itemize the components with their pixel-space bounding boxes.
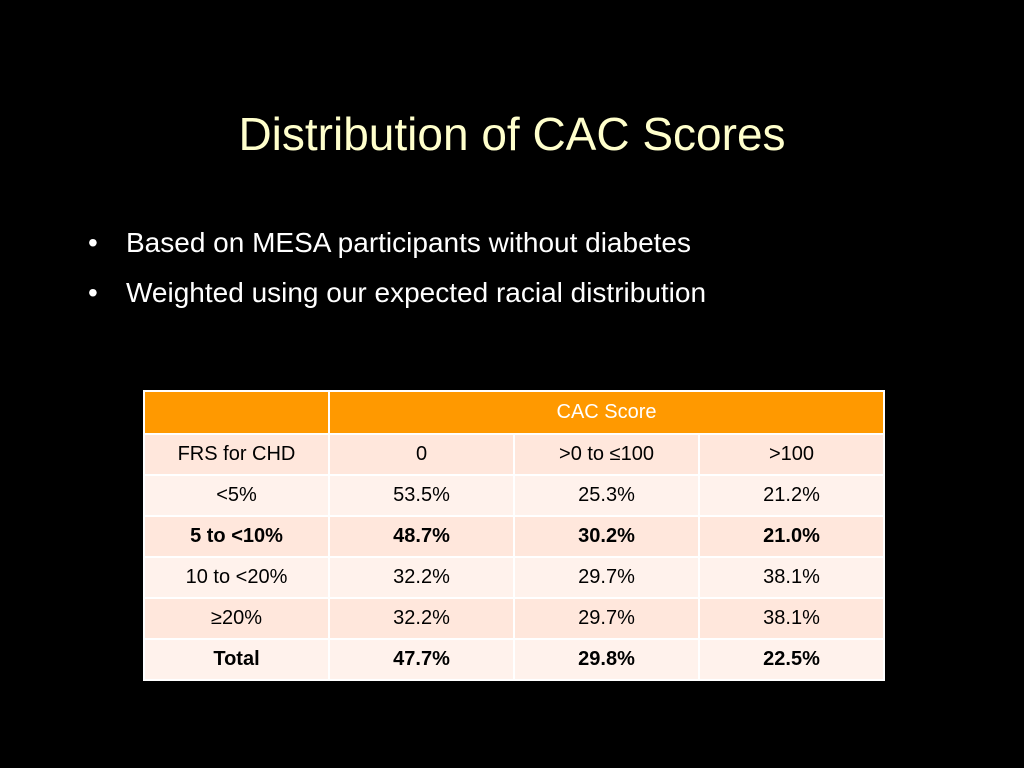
table-group-header-row: CAC Score <box>143 390 886 435</box>
table-row: ≥20% 32.2% 29.7% 38.1% <box>143 597 886 640</box>
column-header-frs: FRS for CHD <box>143 433 330 476</box>
table-cell: 29.8% <box>513 638 700 681</box>
column-header-high: >100 <box>697 433 886 476</box>
column-header-zero: 0 <box>328 433 515 476</box>
row-label: 10 to <20% <box>143 556 330 599</box>
row-label: ≥20% <box>143 597 330 640</box>
bullet-item: • Weighted using our expected racial dis… <box>88 276 706 310</box>
bullet-dot-icon: • <box>88 277 98 308</box>
table-cell: 32.2% <box>328 556 515 599</box>
row-label: 5 to <10% <box>143 515 330 558</box>
table-row: 10 to <20% 32.2% 29.7% 38.1% <box>143 556 886 599</box>
table-cell: 32.2% <box>328 597 515 640</box>
table-corner-cell <box>143 390 330 435</box>
table-cell: 21.0% <box>697 515 886 558</box>
bullet-item: • Based on MESA participants without dia… <box>88 226 706 260</box>
row-label: Total <box>143 638 330 681</box>
table-cell: 48.7% <box>328 515 515 558</box>
cac-score-header: CAC Score <box>327 390 886 435</box>
table-cell: 21.2% <box>697 474 886 517</box>
table-cell: 47.7% <box>328 638 515 681</box>
table-row: <5% 53.5% 25.3% 21.2% <box>143 474 886 517</box>
cac-distribution-table: CAC Score FRS for CHD 0 >0 to ≤100 >100 … <box>143 390 886 681</box>
table-row-total: Total 47.7% 29.8% 22.5% <box>143 638 886 681</box>
table-cell: 25.3% <box>513 474 700 517</box>
table-cell: 29.7% <box>513 597 700 640</box>
row-label: <5% <box>143 474 330 517</box>
table-cell: 22.5% <box>697 638 886 681</box>
column-header-mid: >0 to ≤100 <box>513 433 700 476</box>
table-row: 5 to <10% 48.7% 30.2% 21.0% <box>143 515 886 558</box>
bullet-text: Based on MESA participants without diabe… <box>126 227 692 258</box>
slide-title: Distribution of CAC Scores <box>238 108 786 160</box>
bullet-text: Weighted using our expected racial distr… <box>126 277 707 308</box>
table-cell: 38.1% <box>697 556 886 599</box>
table-cell: 30.2% <box>513 515 700 558</box>
table-cell: 53.5% <box>328 474 515 517</box>
table-cell: 29.7% <box>513 556 700 599</box>
table-cell: 38.1% <box>697 597 886 640</box>
table-column-header-row: FRS for CHD 0 >0 to ≤100 >100 <box>143 433 886 476</box>
bullet-list: • Based on MESA participants without dia… <box>88 226 706 326</box>
bullet-dot-icon: • <box>88 227 98 258</box>
